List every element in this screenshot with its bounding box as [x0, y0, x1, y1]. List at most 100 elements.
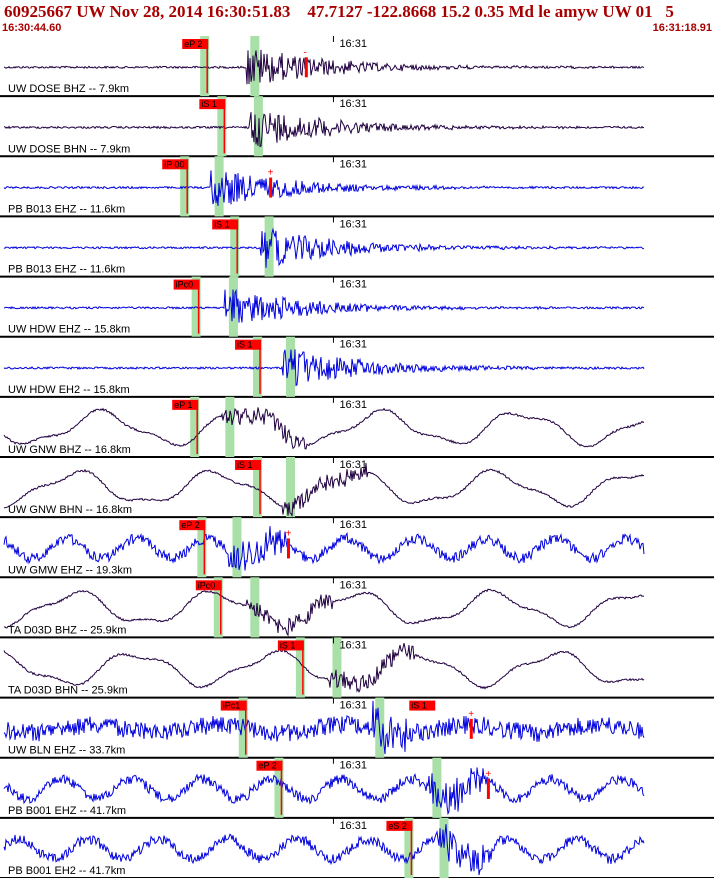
- trace-label: UW HDW EHZ -- 15.8km: [8, 324, 130, 336]
- time-tick-label: 16:31: [339, 339, 367, 351]
- trace-label: UW BLN EHZ -- 33.7km: [8, 745, 125, 757]
- waveform: [3, 588, 644, 637]
- trace-panel: 16:31 eP 2 + PB B001 EHZ -- 41.7km: [0, 757, 714, 819]
- trace-label: UW GMW EHZ -- 19.3km: [8, 564, 132, 576]
- pick-box: [277, 640, 304, 651]
- trace-label: PB B013 EHZ -- 11.6km: [8, 264, 125, 276]
- waveform: [3, 700, 645, 755]
- pick-box: [212, 219, 239, 230]
- trace-label: UW DOSE BHZ -- 7.9km: [8, 83, 129, 95]
- pick-label: iS 1: [237, 460, 253, 470]
- trace-label: UW GNW BHN -- 16.8km: [8, 504, 132, 516]
- time-tick-label: 16:31: [339, 98, 367, 110]
- p-phase-band: [404, 817, 414, 878]
- plot-header: 60925667 UW Nov 28, 2014 16:30:51.83 47.…: [0, 0, 714, 36]
- time-tick-label: 16:31: [339, 38, 367, 50]
- trace-panel: 16:31 iP 00 + PB B013 EHZ -- 11.6km: [0, 156, 714, 218]
- s-phase-band: [225, 396, 235, 457]
- p-phase-band: [213, 577, 223, 638]
- event-title: 60925667 UW Nov 28, 2014 16:30:51.83 47.…: [4, 2, 674, 21]
- trace-panel: 16:31 iS 1 UW HDW EH2 -- 15.8km: [0, 336, 714, 398]
- coda-mark-label: +: [268, 168, 274, 179]
- start-time: 16:30:44.60: [2, 22, 62, 34]
- coda-mark-label: +: [485, 769, 491, 780]
- trace-label: PB B013 EHZ -- 11.6km: [8, 203, 125, 215]
- time-tick-label: 16:31: [339, 639, 367, 651]
- seismogram-plot: 16:31 eP 2 - UW DOSE BHZ -- 7.9km 16:31 iS 1 U…: [0, 36, 714, 878]
- waveform: [3, 462, 645, 518]
- trace-panel: 16:31 eP 1 UW GNW BHZ -- 16.8km: [0, 396, 714, 458]
- time-tick-label: 16:31: [339, 218, 367, 230]
- pick-label: iS 1: [201, 99, 217, 109]
- pick-label: iS 1: [237, 340, 253, 350]
- waveform: [3, 170, 645, 206]
- time-tick-label: 16:31: [339, 579, 367, 591]
- pick-box: [199, 99, 226, 110]
- s-phase-band: [286, 336, 296, 397]
- p-phase-band: [217, 96, 227, 157]
- pick-label: iPc1: [223, 701, 241, 711]
- s-phase-band: [232, 517, 242, 578]
- trace-label: PB B001 EHZ -- 41.7km: [8, 805, 126, 817]
- pick-box: [172, 399, 199, 410]
- time-tick-label: 16:31: [339, 519, 367, 531]
- pick-box: [235, 460, 262, 470]
- p-phase-band: [295, 637, 305, 698]
- trace-label: TA D03D BHZ -- 25.9km: [8, 624, 126, 636]
- s-phase-band: [332, 637, 342, 698]
- pick-box: [386, 820, 413, 831]
- waveform: [3, 349, 645, 387]
- end-time: 16:31:18.91: [652, 22, 712, 34]
- pick-box: [409, 700, 436, 711]
- waveform: [3, 49, 645, 85]
- time-tick-label: 16:31: [339, 399, 367, 411]
- time-tick-label: 16:31: [339, 279, 367, 291]
- trace-panel: 16:31 iS 1 TA D03D BHN -- 25.9km: [0, 637, 714, 699]
- waveform: [3, 767, 645, 816]
- pick-box: [220, 700, 247, 711]
- p-phase-band: [230, 216, 240, 277]
- pick-label: eP 2: [184, 39, 202, 49]
- waveform: [3, 407, 645, 450]
- time-tick-label: 16:31: [339, 760, 367, 772]
- pick-label: iPc0: [176, 280, 194, 290]
- trace-label: UW HDW EH2 -- 15.8km: [8, 384, 130, 396]
- pick-label: eP 2: [181, 520, 199, 530]
- pick-label: iS 1: [214, 219, 230, 229]
- s-phase-band: [250, 577, 260, 638]
- p-phase-band: [180, 156, 190, 217]
- pick-label: eP 2: [258, 761, 276, 771]
- trace-panel: 16:31 iPc1 iS 1 + UW BLN EHZ -- 33.7km: [0, 697, 714, 759]
- trace-panel: 16:31 eP 2 + UW GMW EHZ -- 19.3km: [0, 517, 714, 579]
- p-phase-band: [190, 396, 200, 457]
- waveform: [3, 824, 645, 876]
- p-phase-band: [274, 757, 284, 818]
- trace-panel: 16:31 iPc0 TA D03D BHZ -- 25.9km: [0, 577, 714, 639]
- s-phase-band: [286, 457, 296, 518]
- coda-mark-label: +: [468, 709, 474, 720]
- pick-label: iS 1: [411, 701, 427, 711]
- trace-panel: 16:31 iS 1 UW DOSE BHN -- 7.9km: [0, 96, 714, 158]
- trace-label: PB B001 EH2 -- 41.7km: [8, 865, 125, 877]
- waveform: [3, 642, 645, 693]
- coda-mark-label: -: [303, 47, 306, 58]
- trace-label: UW DOSE BHN -- 7.9km: [8, 143, 130, 155]
- trace-label: UW GNW BHZ -- 16.8km: [8, 444, 131, 456]
- time-tick-label: 16:31: [339, 158, 367, 170]
- p-phase-band: [253, 457, 263, 518]
- waveform: [3, 112, 645, 148]
- s-phase-band: [432, 757, 442, 818]
- pick-label: iS 1: [280, 640, 296, 650]
- pick-box: [162, 159, 189, 170]
- trace-panel: 16:31 eS 2 PB B001 EH2 -- 41.7km: [0, 817, 714, 878]
- pick-label: iP 00: [164, 159, 184, 169]
- pick-box: [256, 760, 283, 771]
- pick-label: iPc0: [198, 580, 216, 590]
- trace-panel: 16:31 iPc0 UW HDW EHZ -- 15.8km: [0, 276, 714, 338]
- time-tick-label: 16:31: [339, 700, 367, 712]
- p-phase-band: [238, 697, 248, 758]
- pick-box: [173, 279, 200, 290]
- p-phase-band: [197, 517, 207, 578]
- pick-box: [182, 39, 209, 49]
- waveform: [3, 288, 645, 323]
